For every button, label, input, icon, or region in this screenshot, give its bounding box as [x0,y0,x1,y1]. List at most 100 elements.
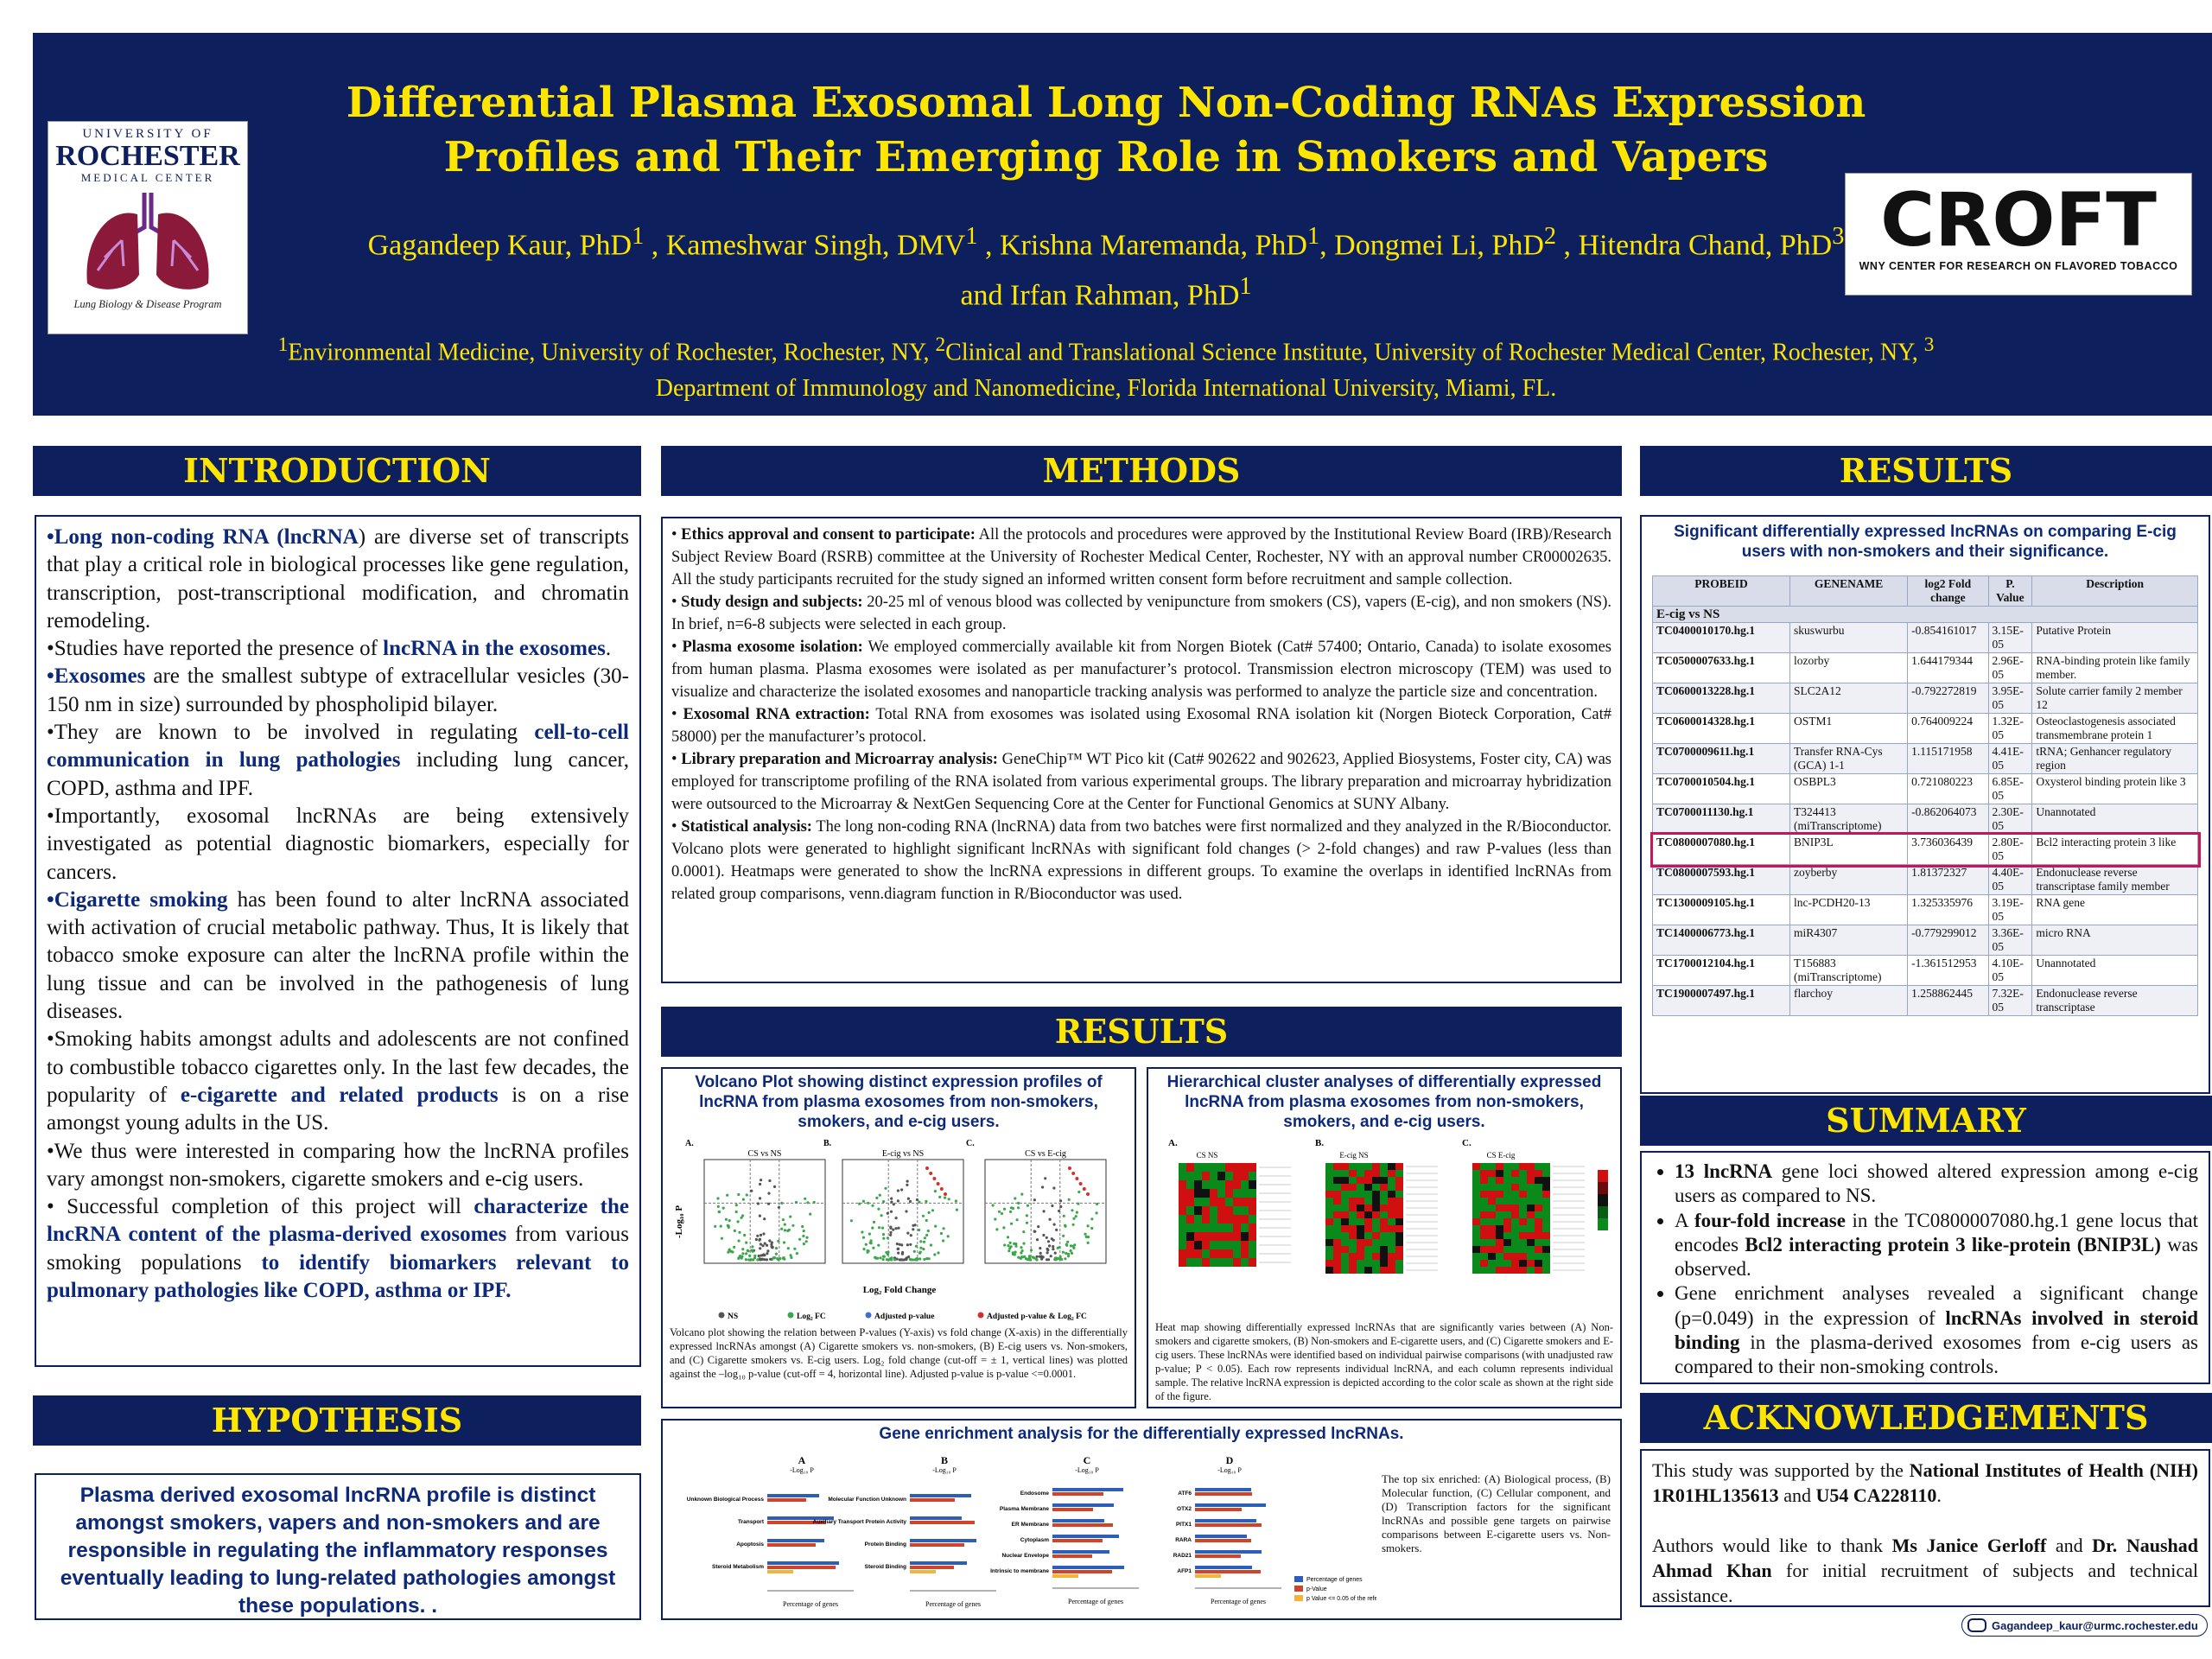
gene-bar-percent [910,1561,967,1565]
volcano-point [872,1246,875,1249]
gene-term-label: Nuclear Envelope [1001,1553,1049,1559]
volcano-point [802,1234,805,1238]
heatmap-cell [1488,1177,1496,1184]
volcano-point [1068,1166,1071,1170]
heatmap-cell [1496,1260,1503,1267]
heatmap-cell [1480,1191,1488,1198]
heatmap-cell [1179,1172,1186,1180]
volcano-point [955,1208,958,1211]
heatmap-cell [1249,1224,1256,1232]
volcano-point [889,1230,893,1234]
heatmap-cell [1542,1205,1550,1211]
heatmap-cell [1341,1218,1349,1225]
gene-bar-reference [1195,1574,1221,1578]
heatmap-cell [1325,1267,1333,1274]
heatmap-cell [1480,1267,1488,1274]
volcano-point [934,1224,938,1228]
volcano-point [889,1233,893,1236]
volcano-point [879,1256,882,1260]
table-row: TC0600014328.hg.1 OSTM1 0.764009224 1.32E-0… [1652,713,2198,744]
ack-p1: This study was supported by the National… [1652,1459,2198,1506]
contact-email[interactable]: Gagandeep_kaur@urmc.rochester.edu [1961,1614,2208,1637]
heatmap-cell [1503,1191,1511,1198]
volcano-point [737,1192,741,1197]
heatmap-cell [1488,1267,1496,1274]
summary-box: 13 lncRNA gene loci showed altered expre… [1640,1151,2210,1384]
volcano-point [743,1233,747,1237]
heatmap-cell [1395,1177,1403,1184]
heatmap-figure: A. CS NS B. E-cig NS C. CS E-cig [1168,1138,1608,1274]
heatmap-cell [1503,1205,1511,1211]
lncrna-table: PROBEID GENENAME log2 Fold change P. Value D… [1649,575,2201,1016]
volcano-point [727,1225,730,1229]
heatmap-cell [1179,1215,1186,1224]
heatmap-cell [1241,1241,1249,1249]
volcano-point [741,1214,745,1217]
heatmap-cell [1527,1191,1535,1198]
volcano-point [1084,1232,1087,1236]
heatmap-cell [1194,1206,1202,1215]
heatmap-cell [1395,1246,1403,1253]
gene-bar-percent [767,1561,839,1565]
heatmap-cell [1519,1218,1527,1225]
volcano-point [909,1243,912,1246]
volcano-point [925,1218,928,1223]
volcano-point [747,1258,751,1262]
heatmap-cell [1233,1180,1241,1189]
logo-line1: UNIVERSITY OF [82,127,213,141]
heatmap-cell [1480,1163,1488,1170]
heatmap-cell [1364,1239,1372,1246]
heatmap-cell [1388,1211,1395,1218]
volcano-point [1075,1211,1078,1214]
email-icon [1967,1618,1986,1632]
heatmap-cell [1496,1267,1503,1274]
heatmap-cell [1527,1211,1535,1218]
heatmap-cell [1341,1232,1349,1239]
gene-bar-pvalue [1052,1508,1093,1511]
heatmap-cell [1372,1253,1380,1260]
volcano-point [809,1212,812,1216]
gene-bar-pvalue [1195,1539,1251,1542]
gene-panel: C-Log₁₀ P Endosome Plasma Membrane ER Membr… [990,1454,1139,1605]
heatmap-cell [1480,1225,1488,1232]
volcano-point [789,1254,792,1257]
heatmap-cell [1472,1205,1480,1211]
volcano-point [1033,1230,1036,1233]
heatmap-cell [1217,1224,1225,1232]
volcano-point [861,1230,864,1234]
volcano-point [761,1244,765,1248]
volcano-point [1000,1211,1004,1216]
volcano-point [871,1204,874,1207]
heatmap-cell [1511,1239,1519,1246]
heatmap-cell [1333,1246,1341,1253]
volcano-point [756,1202,760,1205]
volcano-point [1069,1244,1073,1248]
methods-heading: METHODS [661,446,1622,496]
volcano-point [1039,1251,1042,1255]
heatmap-cell [1542,1267,1550,1274]
volcano-point [1039,1247,1042,1250]
gene-panel: A-Log₁₀ P Unknown Biological Process Trans… [687,1454,854,1608]
table-header-cell: PROBEID [1652,575,1790,607]
volcano-point [1008,1241,1012,1244]
volcano-point [882,1200,886,1204]
volcano-panel-label: CS vs E-cig [1025,1149,1066,1159]
volcano-point [946,1235,950,1238]
heatmap-cell [1241,1224,1249,1232]
heatmap-cell [1372,1267,1380,1274]
heatmap-cell [1225,1215,1233,1224]
volcano-point [1072,1217,1076,1220]
heatmap-cell [1210,1189,1217,1198]
volcano-point [925,1199,928,1203]
gene-legend-label: p-Value [1306,1586,1327,1592]
gene-bar-percent [1052,1550,1109,1554]
volcano-point [1049,1255,1052,1258]
gene-term-label: Protein Binding [865,1541,906,1548]
heatmap-cell [1194,1258,1202,1267]
volcano-point [766,1252,769,1255]
heatmap-cell [1480,1260,1488,1267]
heatmap-cell [1186,1206,1194,1215]
heatmap-cell [1186,1232,1194,1241]
heatmap-cell [1364,1225,1372,1232]
volcano-point [925,1166,929,1170]
